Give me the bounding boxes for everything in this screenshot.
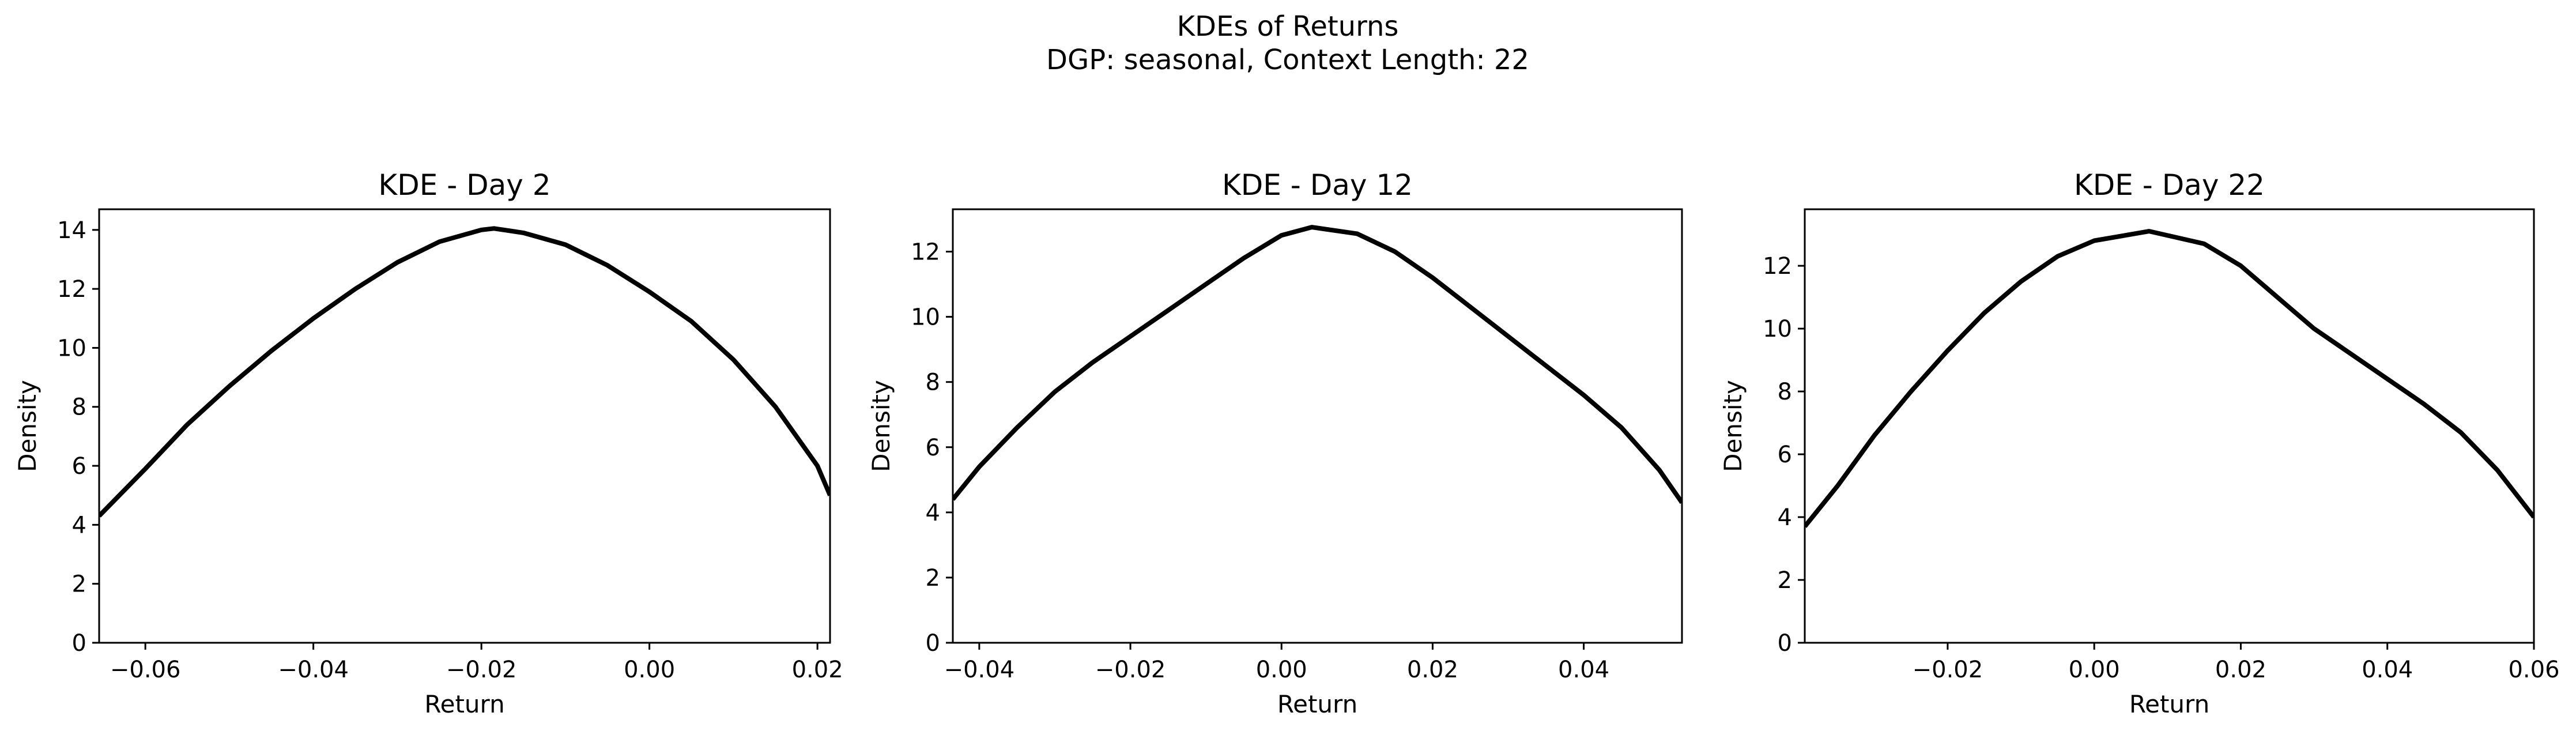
y-tick-label: 4 <box>926 500 940 526</box>
y-axis-label: Density <box>1719 380 1747 472</box>
subplot-2: −0.04 −0.02 0.00 0.02 0.04 0 2 4 6 8 10 12 KDE - Day… <box>867 168 1683 718</box>
x-tick-label: 0.00 <box>624 657 675 683</box>
y-axis-label: Density <box>867 380 895 472</box>
axes-frame <box>98 208 831 644</box>
figure-title-line-1: KDEs of Returns <box>1177 10 1399 43</box>
x-axis-label: Return <box>424 690 504 718</box>
subplot-3: −0.02 0.00 0.02 0.04 0.06 0 2 4 6 8 10 12 KDE - Day … <box>1719 168 2560 718</box>
kde-curve <box>99 226 830 518</box>
x-axis-label: Return <box>2129 690 2209 718</box>
x-tick-label: 0.02 <box>2215 657 2266 683</box>
y-tick-label: 4 <box>72 512 86 538</box>
subplot-title: KDE - Day 12 <box>1222 168 1413 202</box>
y-tick-label: 12 <box>911 239 940 266</box>
x-tick-label: 0.04 <box>2362 657 2413 683</box>
y-axis-label: Density <box>13 380 42 472</box>
y-tick-label: 0 <box>72 630 86 657</box>
x-tick-label: −0.06 <box>110 657 181 683</box>
x-tick-label: 0.00 <box>2069 657 2120 683</box>
y-tick-label: 8 <box>72 394 86 421</box>
y-tick-label: 6 <box>926 435 940 461</box>
subplot-title: KDE - Day 2 <box>378 168 550 202</box>
x-tick-label: −0.02 <box>446 657 517 683</box>
x-tick-label: −0.02 <box>1095 657 1166 683</box>
y-tick-label: 10 <box>57 335 86 361</box>
subplot-title: KDE - Day 22 <box>2074 168 2265 202</box>
axes-frame <box>1804 208 2535 644</box>
x-axis-label: Return <box>1277 690 1357 718</box>
y-tick-label: 12 <box>57 276 86 303</box>
subplots: −0.06 −0.04 −0.02 0.00 0.02 0 2 4 6 8 10 12 14 KDE - … <box>13 168 2560 718</box>
y-tick-label: 12 <box>1763 253 1792 280</box>
kde-curve <box>1805 229 2534 528</box>
y-tick-label: 10 <box>1763 316 1792 342</box>
subplot-1: −0.06 −0.04 −0.02 0.00 0.02 0 2 4 6 8 10 12 14 KDE - … <box>13 168 843 718</box>
y-tick-label: 2 <box>926 565 940 591</box>
x-tick-label: 0.02 <box>792 657 843 683</box>
y-tick-label: 8 <box>926 370 940 396</box>
kde-curve <box>953 225 1682 504</box>
y-tick-label: 2 <box>1778 567 1792 594</box>
x-tick-label: −0.04 <box>278 657 349 683</box>
x-tick-label: 0.02 <box>1407 657 1458 683</box>
y-tick-label: 6 <box>1778 442 1792 468</box>
y-tick-label: 2 <box>72 571 86 598</box>
y-tick-label: 10 <box>911 304 940 331</box>
x-tick-label: 0.06 <box>2508 657 2559 683</box>
y-tick-label: 6 <box>72 453 86 480</box>
x-tick-label: −0.02 <box>1913 657 1983 683</box>
y-tick-label: 4 <box>1778 504 1792 531</box>
x-tick-label: −0.04 <box>944 657 1015 683</box>
y-tick-label: 14 <box>57 217 86 244</box>
x-tick-label: 0.04 <box>1558 657 1609 683</box>
figure-title-line-2: DGP: seasonal, Context Length: 22 <box>1046 44 1529 76</box>
axes-frame <box>952 208 1683 644</box>
y-tick-label: 8 <box>1778 379 1792 405</box>
x-tick-label: 0.00 <box>1256 657 1307 683</box>
y-tick-label: 0 <box>926 630 940 657</box>
y-tick-label: 0 <box>1778 630 1792 657</box>
